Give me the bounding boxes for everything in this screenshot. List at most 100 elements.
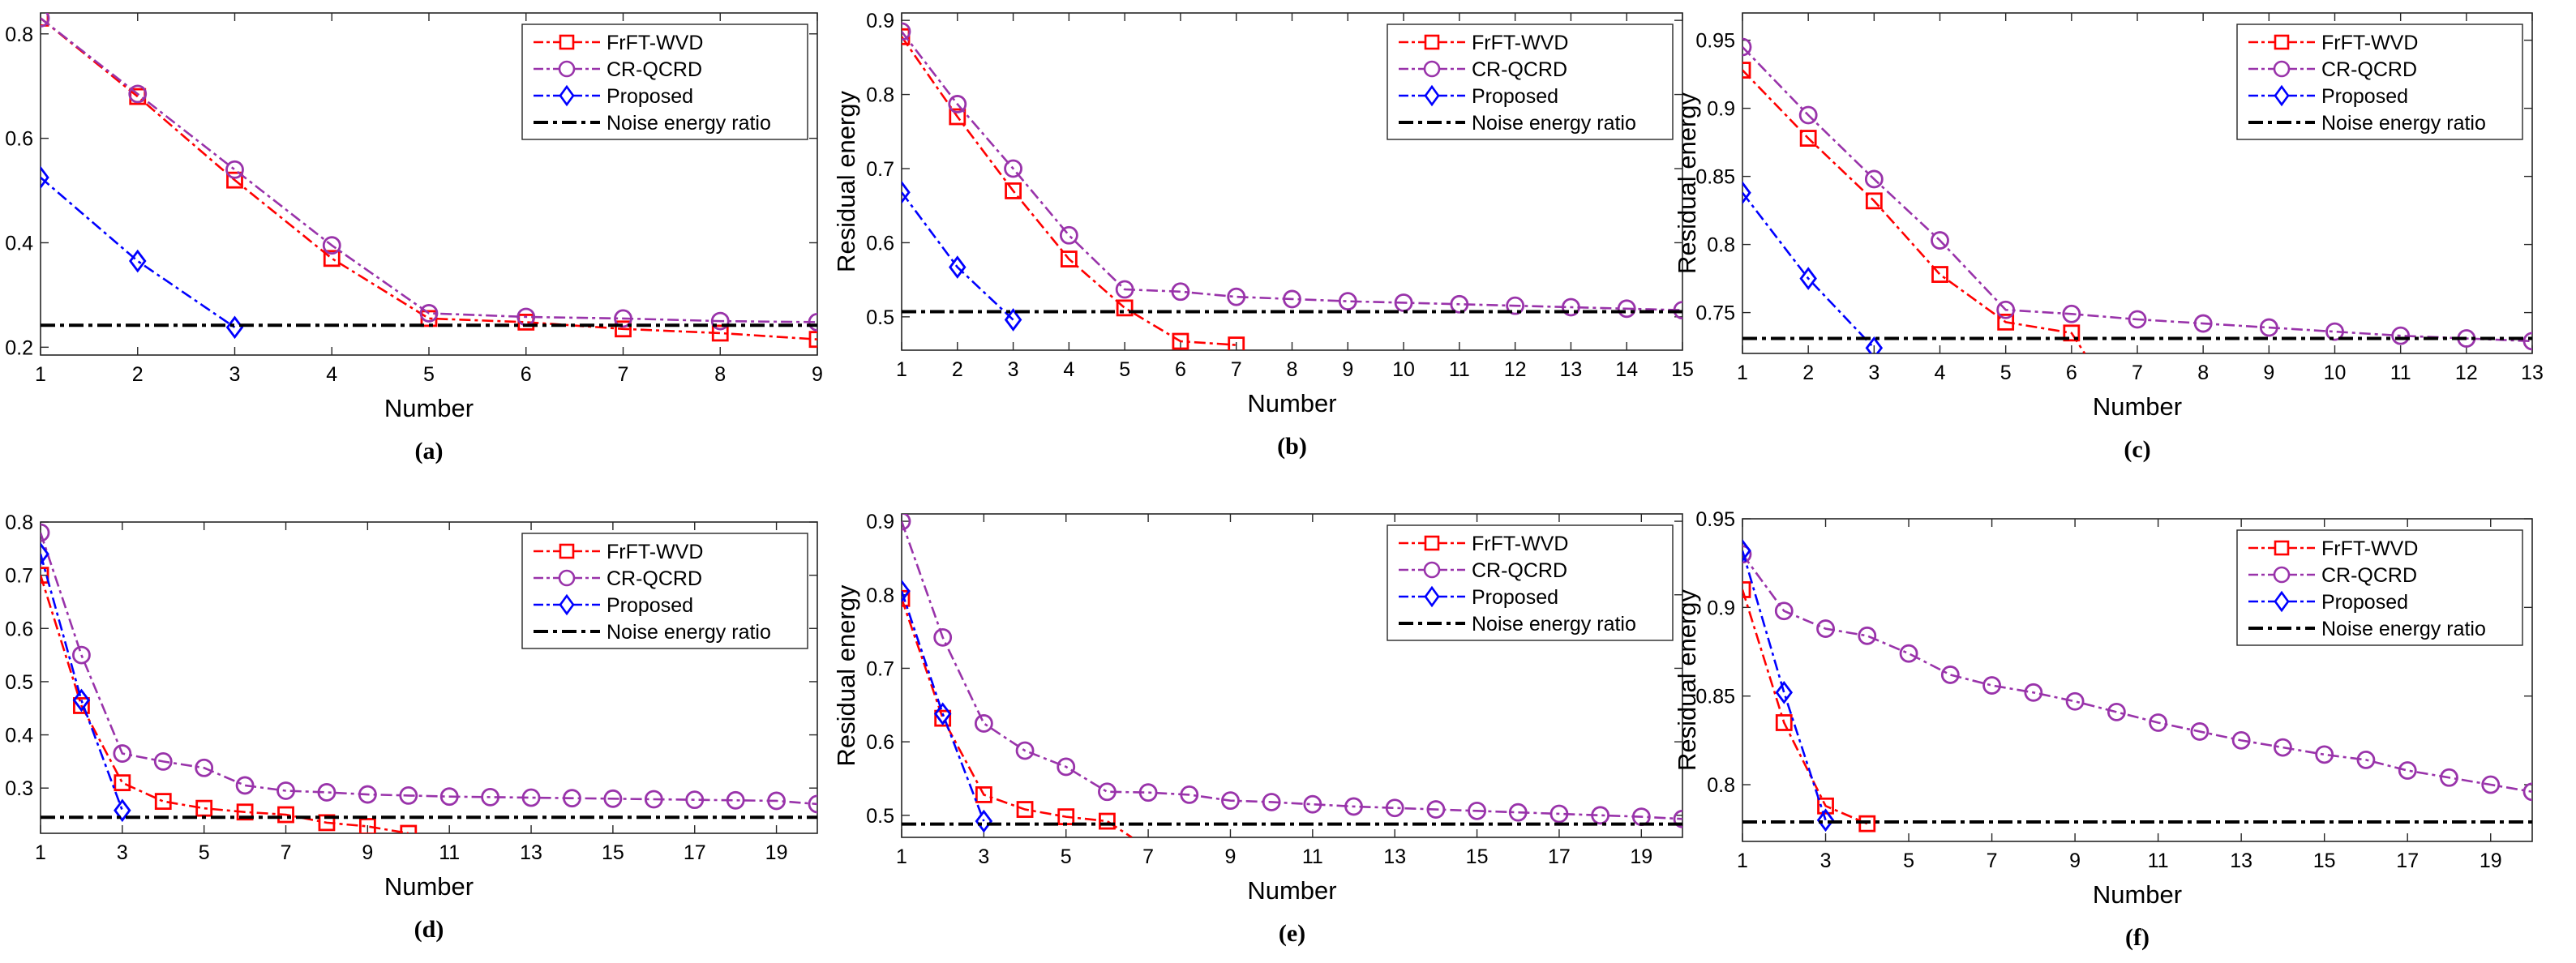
y-tick-label: 0.8 (5, 511, 33, 534)
legend-square-marker (559, 34, 575, 50)
data-point (114, 774, 131, 792)
y-tick-label: 0.9 (866, 511, 894, 533)
x-tick-label: 4 (1063, 358, 1074, 381)
legend-square-marker (2274, 540, 2290, 556)
data-point (563, 789, 581, 808)
series-proposed (902, 180, 1022, 332)
y-tick-label: 0.75 (1695, 302, 1735, 325)
legend-circle-marker (558, 60, 576, 78)
y-tick-label: 0.9 (1707, 98, 1735, 121)
legend: FrFT-WVD CR-QCRD Proposed Noise energy rati… (1387, 524, 1674, 641)
data-point (808, 313, 817, 332)
data-point (1004, 308, 1022, 332)
legend-circle-marker (1423, 60, 1441, 78)
data-point (521, 788, 541, 807)
data-point (1742, 539, 1751, 563)
data-point (1940, 666, 1960, 684)
x-tick-label: 15 (1671, 358, 1694, 381)
x-tick-label: 11 (1302, 845, 1323, 868)
data-point (603, 789, 623, 808)
x-tick-label: 1 (896, 358, 907, 381)
y-axis-label: Residual energy (832, 90, 860, 272)
data-point (974, 714, 993, 733)
data-point (317, 783, 336, 802)
legend: FrFT-WVD CR-QCRD Proposed Noise energy rati… (1387, 24, 1674, 140)
data-point (2190, 722, 2210, 741)
panel-caption: (b) (1277, 433, 1307, 460)
data-point (41, 567, 49, 584)
series-cr-qcrd (1742, 545, 2532, 802)
series-proposed (902, 579, 993, 833)
x-tick-label: 1 (1737, 362, 1748, 384)
series-line (41, 17, 817, 340)
y-tick-label: 0.9 (866, 10, 894, 32)
x-tick-label: 9 (362, 841, 373, 864)
data-point (1508, 802, 1528, 822)
x-tick-label: 19 (2480, 850, 2502, 872)
series-line (41, 176, 236, 328)
x-tick-label: 19 (765, 841, 788, 864)
legend-circle-marker (558, 569, 576, 587)
legend-label: Noise energy ratio (606, 112, 771, 135)
series-frft-wvd (41, 567, 418, 833)
data-point (2391, 326, 2411, 345)
x-tick-label: 11 (1449, 358, 1470, 381)
data-point (2398, 761, 2417, 780)
data-point (1775, 714, 1793, 731)
legend: FrFT-WVD CR-QCRD Proposed Noise energy rati… (521, 24, 808, 140)
data-point (1057, 808, 1075, 826)
data-point (235, 776, 255, 795)
data-point (1673, 809, 1682, 828)
series-line (1742, 69, 2086, 353)
x-tick-label: 1 (1737, 850, 1748, 872)
data-point (767, 791, 786, 811)
series-line (1742, 550, 1827, 821)
data-point (726, 790, 745, 810)
data-point (129, 249, 147, 273)
data-point (1562, 297, 1580, 317)
x-axis-label: Number (1247, 876, 1336, 905)
data-point (948, 95, 967, 113)
y-axis-label: Residual energy (832, 584, 860, 767)
data-point (1982, 676, 2001, 695)
x-tick-label: 15 (602, 841, 624, 864)
data-point (1865, 336, 1884, 353)
data-point (710, 311, 730, 331)
data-point (195, 799, 213, 817)
legend-label: Proposed (606, 594, 693, 617)
data-point (685, 790, 705, 810)
data-point (902, 22, 911, 41)
x-tick-label: 7 (618, 363, 629, 386)
data-point (72, 688, 91, 713)
data-point (439, 787, 459, 807)
data-point (276, 781, 295, 800)
data-point (1138, 783, 1158, 802)
data-point (41, 542, 49, 566)
data-point (2274, 738, 2292, 757)
x-tick-label: 4 (326, 363, 337, 386)
legend-label: Noise energy ratio (2321, 618, 2486, 640)
data-point (2024, 683, 2043, 702)
data-point (1799, 267, 1817, 290)
legend-label: Proposed (606, 85, 693, 108)
data-point (1344, 797, 1363, 816)
data-point (1816, 619, 1835, 638)
data-point (399, 785, 418, 805)
x-tick-label: 13 (1383, 845, 1406, 868)
data-point (1283, 289, 1301, 309)
data-point (902, 579, 911, 603)
data-point (41, 523, 50, 542)
data-point (1549, 804, 1569, 824)
x-tick-label: 8 (714, 363, 726, 386)
legend-label: Proposed (1472, 85, 1558, 108)
x-tick-label: 2 (1802, 362, 1814, 384)
data-point (808, 331, 817, 349)
legend-label: FrFT-WVD (606, 32, 703, 54)
series-cr-qcrd (902, 22, 1682, 320)
data-point (1426, 800, 1446, 819)
data-point (41, 13, 50, 28)
data-point (1385, 798, 1404, 818)
panel-caption: (f) (2125, 924, 2150, 951)
data-point (1338, 292, 1357, 311)
data-point (72, 645, 91, 665)
